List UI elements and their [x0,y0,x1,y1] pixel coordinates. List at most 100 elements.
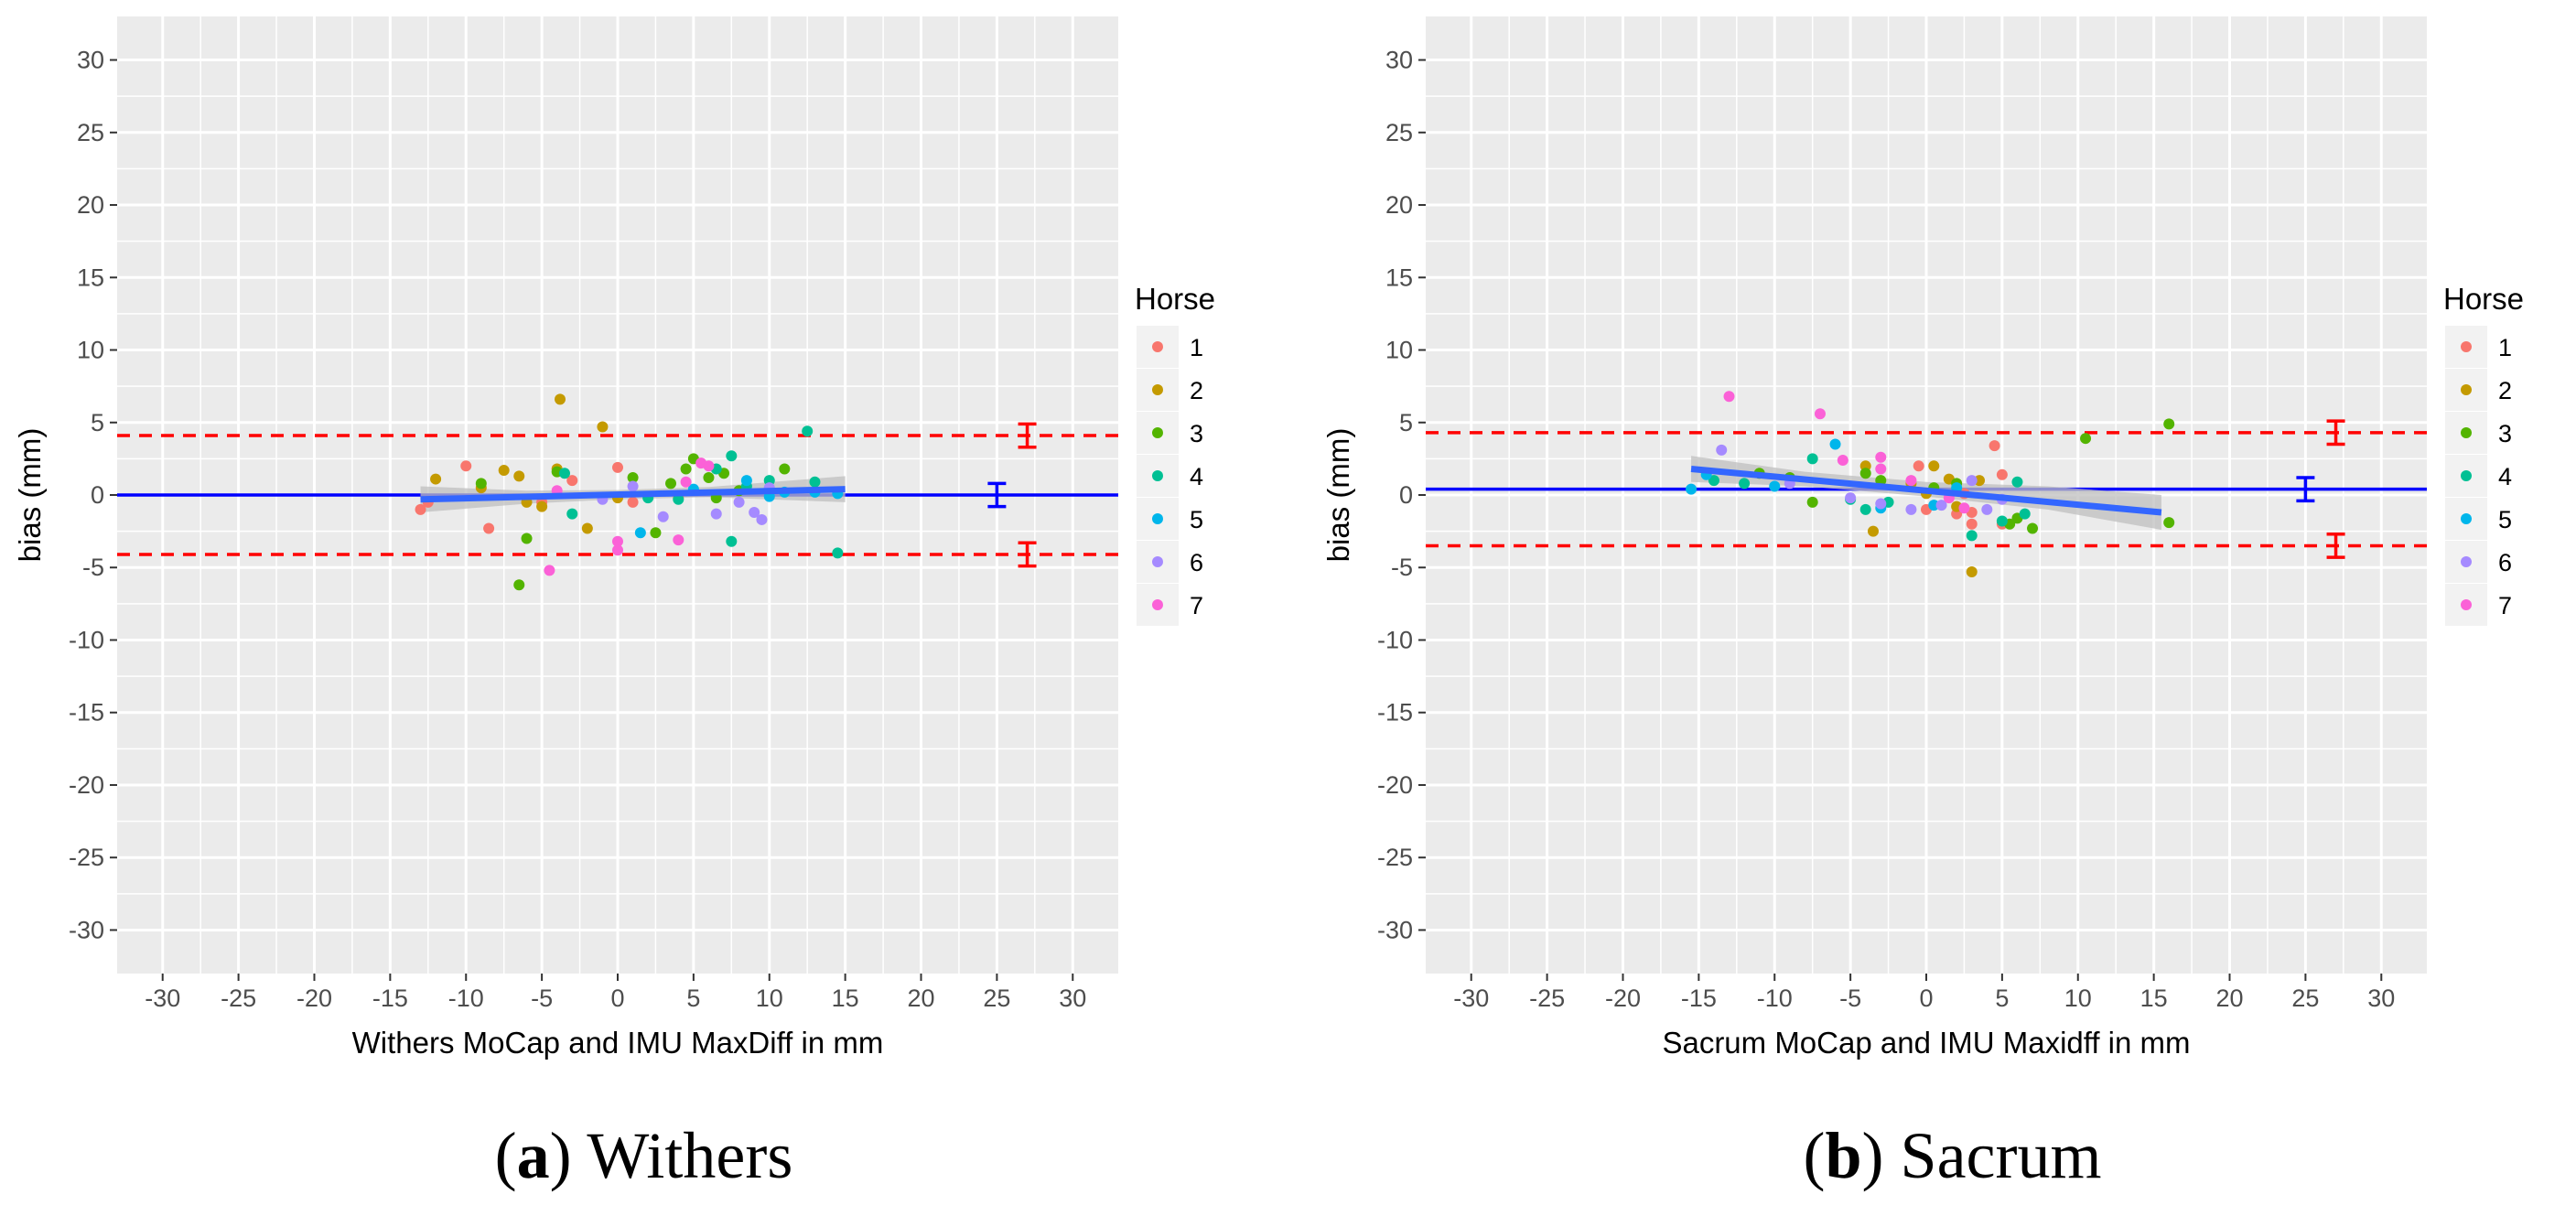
x-tick-label: 5 [686,985,700,1012]
data-point-horse-6 [1966,475,1978,487]
y-tick-label: 25 [77,119,104,146]
data-point-horse-3 [2163,418,2175,430]
data-point-horse-7 [680,476,692,488]
x-tick-label: -10 [1757,985,1793,1012]
data-point-horse-2 [1867,525,1879,537]
x-tick-label: -5 [1839,985,1861,1012]
caption-letter: b [1825,1119,1862,1192]
x-tick-label: 25 [2291,985,2319,1012]
data-point-horse-1 [415,503,426,515]
y-tick-label: -20 [69,771,104,799]
x-tick-label: -30 [1453,985,1489,1012]
x-tick-label: -10 [448,985,484,1012]
x-tick-label: 15 [832,985,859,1012]
data-point-horse-3 [680,463,692,475]
y-axis-title: bias (mm) [1321,428,1355,563]
legend-swatch-horse-5 [1152,513,1163,524]
data-point-horse-3 [627,471,639,483]
x-tick-label: -5 [531,985,553,1012]
y-tick-label: 25 [1385,119,1413,146]
data-point-horse-6 [657,511,669,522]
y-tick-label: 10 [1385,337,1413,364]
data-point-horse-4 [1708,475,1719,487]
data-point-horse-7 [1905,475,1917,487]
data-point-horse-4 [726,535,738,547]
data-point-horse-2 [513,470,525,482]
legend-label-horse-6: 6 [2498,549,2512,576]
legend-swatch-horse-5 [2461,513,2472,524]
data-point-horse-1 [460,460,472,472]
data-point-horse-2 [597,421,609,433]
data-point-horse-7 [544,565,555,576]
legend-title: Horse [2443,282,2524,316]
x-tick-label: 10 [756,985,783,1012]
data-point-horse-4 [809,476,821,488]
data-point-horse-4 [1806,453,1818,465]
data-point-horse-2 [1966,565,1978,577]
lower-limit-errorbar [1018,541,1037,568]
data-point-horse-7 [1814,408,1826,420]
y-tick-label: -20 [1377,771,1413,799]
y-tick-label: 0 [1399,481,1413,509]
data-point-horse-1 [1996,468,2008,480]
data-point-horse-3 [521,533,533,544]
data-point-horse-6 [627,480,639,492]
y-tick-label: -25 [69,844,104,871]
data-point-horse-3 [1859,468,1871,479]
chart-sacrum: -30 -25 -20 -15 -10 -5 0 5 10 15 20 25 30-30-25-20-1… [1321,16,2524,1060]
legend-swatch-horse-7 [1152,599,1163,610]
data-point-horse-4 [832,547,844,559]
caption-letter: a [516,1119,550,1192]
legend-swatch-horse-6 [2461,556,2472,567]
legend-swatch-horse-2 [2461,384,2472,395]
x-tick-label: 15 [2140,985,2168,1012]
legend-label-horse-2: 2 [2498,377,2512,404]
legend: Horse 1 2 3 4 5 6 7 [2443,282,2524,626]
caption-withers: (a) Withers [494,1119,793,1192]
y-tick-label: 5 [1399,409,1413,436]
data-point-horse-3 [513,579,525,591]
data-point-horse-3 [779,463,791,475]
x-tick-label: -15 [372,985,408,1012]
legend-swatch-horse-3 [1152,427,1163,438]
y-tick-label: -5 [1391,554,1413,581]
x-tick-label: 20 [907,985,934,1012]
data-point-horse-6 [1716,444,1728,456]
data-point-horse-4 [1996,515,2008,527]
x-tick-label: -20 [1605,985,1641,1012]
bias-errorbar [987,481,1007,509]
data-point-horse-4 [802,425,814,437]
data-point-horse-1 [1989,440,2000,452]
data-point-horse-2 [498,465,510,477]
x-tick-label: 0 [1919,985,1933,1012]
legend-swatch-horse-1 [2461,341,2472,352]
legend-swatch-horse-4 [2461,470,2472,481]
y-tick-label: -10 [69,626,104,653]
data-point-horse-2 [581,522,593,534]
legend-swatch-horse-4 [1152,470,1163,481]
data-point-horse-4 [566,508,578,520]
x-tick-label: -25 [221,985,256,1012]
legend-title: Horse [1135,282,1215,316]
y-tick-label: 30 [77,47,104,74]
legend-label-horse-3: 3 [2498,420,2512,447]
x-tick-label: -30 [145,985,180,1012]
chart-withers: -30 -25 -20 -15 -10 -5 0 5 10 15 20 25 30-30-25-20-1… [13,16,1215,1060]
legend-label-horse-1: 1 [2498,334,2512,361]
x-axis-title: Sacrum MoCap and IMU Maxidff in mm [1662,1026,2190,1060]
data-point-horse-3 [665,478,677,490]
data-point-horse-1 [627,496,639,508]
data-point-horse-4 [726,450,738,462]
legend-label-horse-6: 6 [1190,549,1203,576]
x-axis-title: Withers MoCap and IMU MaxDiff in mm [352,1026,884,1060]
data-point-horse-7 [703,460,715,472]
regression-line [1690,465,2162,516]
caption-text: Sacrum [1900,1119,2102,1192]
data-point-horse-6 [1875,498,1887,510]
data-point-horse-5 [1928,500,1940,511]
data-point-horse-5 [740,475,752,487]
y-tick-label: -15 [69,699,104,726]
data-point-horse-2 [536,500,548,512]
legend-swatch-horse-6 [1152,556,1163,567]
data-point-horse-3 [475,478,487,490]
